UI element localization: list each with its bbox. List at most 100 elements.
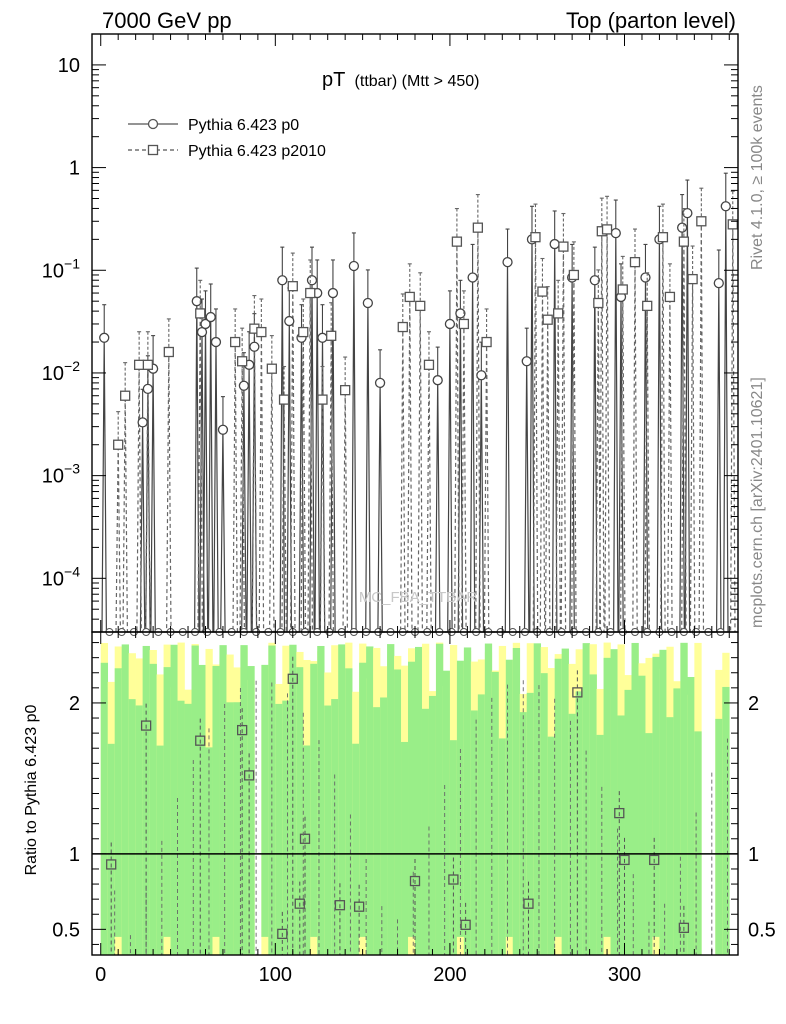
ratio-y-tick-label-left: 0.5 bbox=[52, 919, 80, 941]
ratio-point bbox=[572, 687, 583, 698]
data-point-p0 bbox=[348, 260, 360, 272]
data-point-p0 bbox=[502, 256, 513, 268]
data-point-p2010 bbox=[678, 236, 690, 247]
band-green bbox=[589, 674, 597, 955]
data-point-p2010 bbox=[568, 269, 580, 281]
band-green bbox=[659, 649, 667, 955]
band-green bbox=[449, 740, 458, 955]
data-point-p2010 bbox=[664, 291, 676, 303]
ratio-point bbox=[409, 875, 421, 887]
band-green bbox=[470, 710, 479, 955]
band-green bbox=[345, 668, 353, 955]
data-point-p2010 bbox=[120, 390, 131, 401]
band-green bbox=[582, 643, 590, 955]
ratio-point bbox=[277, 928, 288, 940]
band-green bbox=[401, 741, 409, 955]
band-green bbox=[191, 645, 199, 955]
data-point-p2010 bbox=[451, 236, 463, 247]
band-green bbox=[240, 645, 248, 955]
band-green bbox=[156, 745, 164, 955]
side-text-lower: mcplots.cern.ch [arXiv:2401.10621] bbox=[749, 377, 766, 628]
band-green bbox=[338, 644, 346, 955]
legend-label-0: Pythia 6.423 p0 bbox=[188, 117, 299, 134]
band-green bbox=[198, 664, 206, 955]
data-point-p0 bbox=[467, 272, 478, 283]
legend-marker-square bbox=[147, 144, 159, 156]
x-tick-label: 300 bbox=[608, 964, 641, 986]
band-green bbox=[442, 670, 451, 955]
data-point-p2010 bbox=[195, 308, 206, 319]
data-point-p0 bbox=[521, 356, 532, 367]
ratio-point bbox=[523, 898, 534, 909]
band-green bbox=[463, 647, 472, 955]
ratio-point bbox=[299, 833, 311, 844]
data-point-p2010 bbox=[542, 314, 553, 325]
data-point-p0 bbox=[362, 297, 374, 309]
ratio-point bbox=[334, 900, 346, 911]
data-point-p0 bbox=[676, 222, 688, 233]
data-point-p2010 bbox=[287, 281, 298, 292]
band-green bbox=[491, 671, 500, 955]
band-green bbox=[170, 644, 178, 955]
data-point-p0 bbox=[317, 332, 328, 343]
legend-marker-circle bbox=[147, 118, 159, 130]
ratio-point bbox=[106, 859, 117, 870]
data-point-p0 bbox=[137, 417, 148, 428]
band-green bbox=[268, 645, 276, 955]
band-green bbox=[107, 743, 115, 955]
band-green bbox=[135, 705, 143, 955]
band-green bbox=[512, 647, 521, 955]
data-point-p2010 bbox=[423, 359, 435, 370]
band-green bbox=[722, 686, 730, 955]
data-point-p2010 bbox=[415, 300, 426, 312]
data-point-p2010 bbox=[687, 273, 698, 285]
band-green bbox=[310, 663, 318, 937]
data-point-p0 bbox=[277, 275, 288, 286]
data-point-p2010 bbox=[256, 326, 267, 338]
x-tick-label: 0 bbox=[95, 964, 106, 986]
data-point-p2010 bbox=[317, 394, 328, 405]
series-marks bbox=[99, 172, 738, 636]
data-point-p2010 bbox=[593, 297, 604, 309]
data-point-p0 bbox=[476, 370, 487, 381]
band-green bbox=[673, 688, 681, 955]
legend: Pythia 6.423 p0 Pythia 6.423 p2010 bbox=[128, 117, 326, 160]
data-point-p2010 bbox=[133, 359, 145, 370]
band-green bbox=[142, 645, 150, 955]
ratio-y-tick-label-right: 0.5 bbox=[748, 919, 776, 941]
band-green bbox=[373, 707, 381, 955]
x-tick-label: 200 bbox=[433, 964, 466, 986]
series-line-p2010 bbox=[115, 221, 736, 633]
data-point-p2010 bbox=[397, 321, 408, 333]
data-point-p0 bbox=[217, 424, 229, 435]
band-green bbox=[408, 661, 416, 937]
band-green bbox=[596, 734, 604, 955]
header-right: Top (parton level) bbox=[566, 8, 736, 33]
band-green bbox=[114, 668, 122, 937]
data-point-p2010 bbox=[629, 256, 641, 268]
band-green bbox=[226, 702, 234, 955]
band-green bbox=[359, 662, 367, 937]
band-green bbox=[428, 695, 437, 955]
band-green bbox=[184, 703, 192, 955]
band-green bbox=[631, 642, 639, 955]
band-green bbox=[624, 689, 632, 955]
legend-label-1: Pythia 6.423 p2010 bbox=[188, 143, 326, 160]
ratio-y-tick-label-right: 1 bbox=[748, 844, 759, 866]
data-point-p0 bbox=[238, 380, 250, 391]
ratio-point bbox=[460, 919, 471, 930]
band-green bbox=[554, 658, 562, 937]
band-green bbox=[610, 649, 618, 955]
data-point-p0 bbox=[284, 315, 295, 327]
data-point-p0 bbox=[610, 227, 621, 239]
data-point-p2010 bbox=[558, 241, 569, 252]
data-point-p2010 bbox=[326, 330, 337, 341]
band-green bbox=[296, 667, 304, 955]
data-point-p2010 bbox=[237, 356, 248, 367]
data-point-p2010 bbox=[617, 284, 628, 295]
ratio-point bbox=[140, 720, 152, 731]
data-point-p0 bbox=[327, 287, 339, 299]
band-green bbox=[547, 736, 555, 955]
side-text-upper: Rivet 4.1.0, ≥ 100k events bbox=[749, 85, 766, 270]
data-point-p0 bbox=[142, 383, 154, 395]
